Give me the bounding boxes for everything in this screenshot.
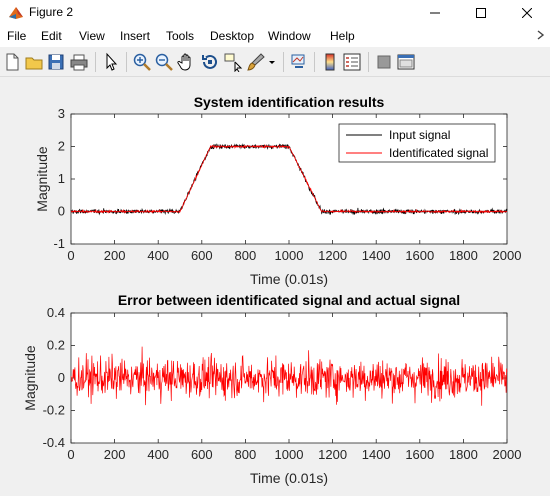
minimize-button[interactable]: [412, 0, 458, 26]
y-tick-label: 2: [58, 139, 65, 154]
menu-file[interactable]: File: [7, 29, 27, 43]
x-tick-label: 0: [67, 447, 74, 462]
y-tick-label: 3: [58, 106, 65, 121]
menu-tools[interactable]: Tools: [166, 29, 195, 43]
x-tick-label: 800: [235, 248, 257, 263]
x-tick-label: 600: [191, 248, 213, 263]
minimize-icon: [430, 12, 440, 14]
legend[interactable]: Input signal Identificated signal: [338, 123, 496, 163]
link-plot-icon[interactable]: [289, 52, 309, 72]
x-tick-label: 1800: [449, 447, 478, 462]
x-tick-label: 400: [147, 447, 169, 462]
y-tick-label: 1: [58, 171, 65, 186]
x-tick-label: 400: [147, 248, 169, 263]
close-button[interactable]: [504, 0, 550, 26]
menu-desktop[interactable]: Desktop: [210, 29, 255, 43]
x-tick-label: 2000: [493, 248, 522, 263]
axes-bottom-xlabel: Time (0.01s): [250, 470, 328, 486]
x-tick-label: 0: [67, 248, 74, 263]
axes-bottom[interactable]: Error between identificated signal and a…: [22, 292, 521, 486]
series-identified-signal: [70, 144, 507, 214]
x-tick-label: 1600: [405, 447, 434, 462]
menu-view[interactable]: View: [79, 29, 105, 43]
x-tick-label: 800: [235, 447, 257, 462]
series-error-signal: [70, 346, 508, 406]
toolbar-separator: [126, 52, 127, 72]
window-titlebar: Figure 2: [0, 0, 550, 26]
show-plot-tools-icon[interactable]: [396, 52, 416, 72]
toolbar-separator: [95, 52, 96, 72]
x-tick-label: 1000: [275, 447, 304, 462]
menu-insert[interactable]: Insert: [120, 29, 151, 43]
y-tick-label: 0: [58, 204, 65, 219]
axes-top-title: System identification results: [194, 94, 385, 110]
menu-edit[interactable]: Edit: [41, 29, 62, 43]
x-tick-label: 1200: [318, 447, 347, 462]
legend-label-identified: Identificated signal: [389, 146, 488, 160]
save-icon[interactable]: [46, 52, 66, 72]
x-tick-label: 600: [191, 447, 213, 462]
edit-plot-arrow-icon[interactable]: [101, 52, 121, 72]
x-tick-label: 200: [104, 447, 126, 462]
y-tick-label: -0.4: [43, 435, 65, 450]
brush-icon[interactable]: [246, 52, 266, 72]
brush-dropdown-icon[interactable]: [267, 52, 277, 72]
data-cursor-icon[interactable]: [223, 52, 243, 72]
axes-top-xlabel: Time (0.01s): [250, 271, 328, 287]
insert-colorbar-icon[interactable]: [320, 52, 340, 72]
print-icon[interactable]: [69, 52, 89, 72]
zoom-in-icon[interactable]: [132, 52, 152, 72]
axes-bottom-title: Error between identificated signal and a…: [118, 292, 460, 308]
x-tick-label: 1600: [405, 248, 434, 263]
legend-label-input: Input signal: [389, 128, 450, 142]
x-tick-label: 1400: [362, 248, 391, 263]
maximize-icon: [476, 8, 486, 18]
hide-plot-tools-icon[interactable]: [374, 52, 394, 72]
menu-bar: File Edit View Insert Tools Desktop Wind…: [0, 26, 550, 47]
toolbar-separator: [368, 52, 369, 72]
x-tick-label: 1800: [449, 248, 478, 263]
pan-hand-icon[interactable]: [177, 52, 197, 72]
x-tick-label: 1000: [275, 248, 304, 263]
figure-canvas: System identification results Time (0.01…: [0, 77, 550, 491]
new-figure-icon[interactable]: [2, 52, 22, 72]
y-tick-label: 0: [58, 370, 65, 385]
dock-arrow-icon[interactable]: [536, 28, 546, 42]
x-tick-label: 1400: [362, 447, 391, 462]
maximize-button[interactable]: [458, 0, 504, 26]
x-tick-label: 2000: [493, 447, 522, 462]
axes-top[interactable]: System identification results Time (0.01…: [34, 94, 521, 287]
rotate-3d-icon[interactable]: [200, 52, 220, 72]
menu-help[interactable]: Help: [330, 29, 355, 43]
toolbar-separator: [283, 52, 284, 72]
y-tick-label: 0.2: [47, 338, 65, 353]
menu-window[interactable]: Window: [268, 29, 311, 43]
y-tick-label: -0.2: [43, 403, 65, 418]
figure-toolbar: [0, 48, 550, 77]
x-tick-label: 200: [104, 248, 126, 263]
x-tick-label: 1200: [318, 248, 347, 263]
figure-svg: System identification results Time (0.01…: [22, 94, 521, 486]
matlab-icon: [9, 7, 23, 19]
axes-bottom-ylabel: Magnitude: [22, 345, 38, 411]
window-title: Figure 2: [29, 5, 74, 19]
toolbar-separator: [314, 52, 315, 72]
close-icon: [522, 8, 532, 18]
open-file-icon[interactable]: [24, 52, 44, 72]
insert-legend-icon[interactable]: [342, 52, 362, 72]
zoom-out-icon[interactable]: [154, 52, 174, 72]
axes-top-ylabel: Magnitude: [34, 146, 50, 212]
y-tick-label: 0.4: [47, 305, 65, 320]
y-tick-label: -1: [53, 236, 65, 251]
